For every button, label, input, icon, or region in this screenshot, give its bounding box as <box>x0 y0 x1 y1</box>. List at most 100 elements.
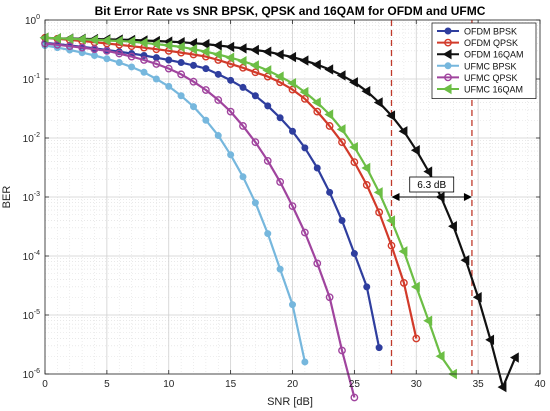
data-point <box>90 45 99 54</box>
data-point <box>350 158 359 167</box>
data-point <box>251 199 259 207</box>
data-point <box>225 41 235 53</box>
data-point <box>399 278 408 287</box>
y-tick-exponent: -4 <box>34 250 40 257</box>
data-point <box>288 202 297 211</box>
legend-entry: UFMC QPSK <box>437 73 518 83</box>
data-point <box>91 52 98 60</box>
data-point <box>152 60 161 68</box>
legend-entry: OFDM 16QAM <box>437 49 524 60</box>
data-point <box>264 102 272 110</box>
data-point <box>460 254 470 266</box>
y-tick-exponent: 0 <box>36 14 40 21</box>
data-point <box>190 61 197 69</box>
data-point <box>89 34 99 46</box>
data-point <box>127 52 136 61</box>
data-point <box>324 64 334 75</box>
data-point <box>325 122 334 130</box>
data-point <box>76 34 86 45</box>
data-point <box>214 132 222 140</box>
chart-title: Bit Error Rate vs SNR BPSK, QPSK and 16Q… <box>95 4 486 18</box>
series-line <box>44 44 306 363</box>
data-point <box>412 334 421 343</box>
data-point <box>78 43 87 52</box>
data-point <box>175 41 185 53</box>
data-point <box>274 71 284 82</box>
data-point <box>336 124 346 135</box>
data-point <box>113 35 123 47</box>
data-point <box>300 228 309 237</box>
data-point <box>276 114 284 122</box>
data-point <box>410 145 420 156</box>
data-point <box>442 49 452 60</box>
x-tick-label: 35 <box>473 379 485 390</box>
data-point <box>361 162 371 174</box>
y-tick-label: 10-2 <box>23 132 40 145</box>
y-axis-label: BER <box>1 186 13 209</box>
data-point <box>398 126 408 137</box>
data-point <box>448 220 457 232</box>
data-point <box>326 188 334 196</box>
legend-entry: OFDM BPSK <box>437 27 517 37</box>
y-tick-exponent: -1 <box>34 73 40 80</box>
data-point <box>251 68 260 77</box>
data-point <box>373 97 383 108</box>
data-point <box>301 358 309 366</box>
data-point <box>189 77 198 86</box>
data-point <box>398 246 408 257</box>
data-point <box>39 32 49 43</box>
data-point <box>276 178 285 186</box>
data-point <box>362 181 371 189</box>
data-point <box>65 42 74 51</box>
legend-label: OFDM QPSK <box>464 38 518 48</box>
data-point <box>177 59 185 67</box>
data-point <box>444 73 452 82</box>
data-point <box>444 27 452 35</box>
data-point <box>165 82 173 90</box>
legend-label: UFMC 16QAM <box>464 85 523 95</box>
data-point <box>435 351 445 362</box>
data-point <box>177 70 186 79</box>
data-point <box>237 43 247 54</box>
data-point <box>338 346 346 355</box>
annotation-arrowhead-right <box>463 193 472 201</box>
y-tick-label: 10-5 <box>23 309 40 322</box>
legend-entry: OFDM QPSK <box>437 38 518 48</box>
series-ufmc-16qam <box>39 32 457 380</box>
data-point <box>126 36 136 47</box>
data-point <box>115 59 123 67</box>
data-point <box>423 315 433 326</box>
data-point <box>264 230 272 238</box>
data-point <box>251 138 260 147</box>
y-tick-base: 10 <box>23 311 35 322</box>
data-point <box>237 56 247 67</box>
data-point <box>288 85 297 94</box>
x-tick-label: 25 <box>349 379 361 390</box>
legend-label: UFMC BPSK <box>464 61 517 71</box>
annotation-arrowhead-left <box>391 193 400 201</box>
data-point <box>289 301 296 309</box>
data-point <box>251 92 259 100</box>
data-point <box>313 164 321 172</box>
data-point <box>250 44 259 56</box>
data-point <box>151 38 160 50</box>
annotation-label: 6.3 dB <box>417 180 446 191</box>
y-tick-base: 10 <box>23 134 35 145</box>
data-point <box>165 56 173 64</box>
y-tick-base: 10 <box>25 16 37 27</box>
data-point <box>444 62 452 70</box>
data-point <box>177 92 185 100</box>
data-point <box>350 393 359 402</box>
data-point <box>338 216 346 224</box>
data-point <box>250 60 259 71</box>
series-ufmc-qpsk <box>41 39 359 402</box>
y-tick-base: 10 <box>23 252 35 263</box>
y-tick-label: 10-4 <box>23 250 40 263</box>
x-tick-label: 5 <box>104 379 110 390</box>
tick-labels: 0 5 10 15 20 25 30 35 4010010-110-210-310-410-51… <box>23 14 546 390</box>
data-point <box>201 86 210 94</box>
data-point <box>386 110 396 121</box>
data-point <box>472 292 482 303</box>
